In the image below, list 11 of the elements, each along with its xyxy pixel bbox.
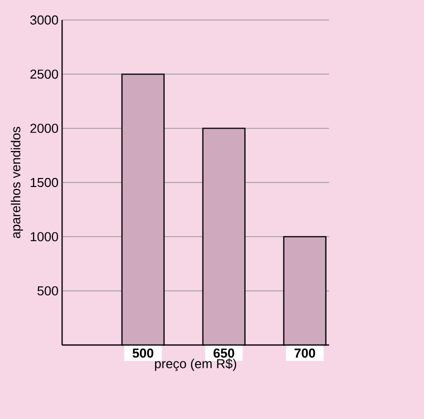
x-axis-title: preço (em R$) (155, 358, 236, 371)
y-axis-title: aparelhos vendidos (10, 126, 23, 238)
y-tick-label: 500 (37, 286, 58, 296)
y-tick-label: 3000 (30, 15, 58, 25)
x-tick-label: 650 (214, 348, 234, 358)
y-tick-label: 1000 (30, 232, 58, 242)
x-tick-label: 500 (132, 348, 154, 358)
x-tick-label: 700 (294, 348, 316, 358)
y-tick-label: 2500 (30, 70, 58, 79)
y-tick-label: 1500 (30, 178, 58, 188)
y-tick-label: 2000 (30, 124, 58, 133)
